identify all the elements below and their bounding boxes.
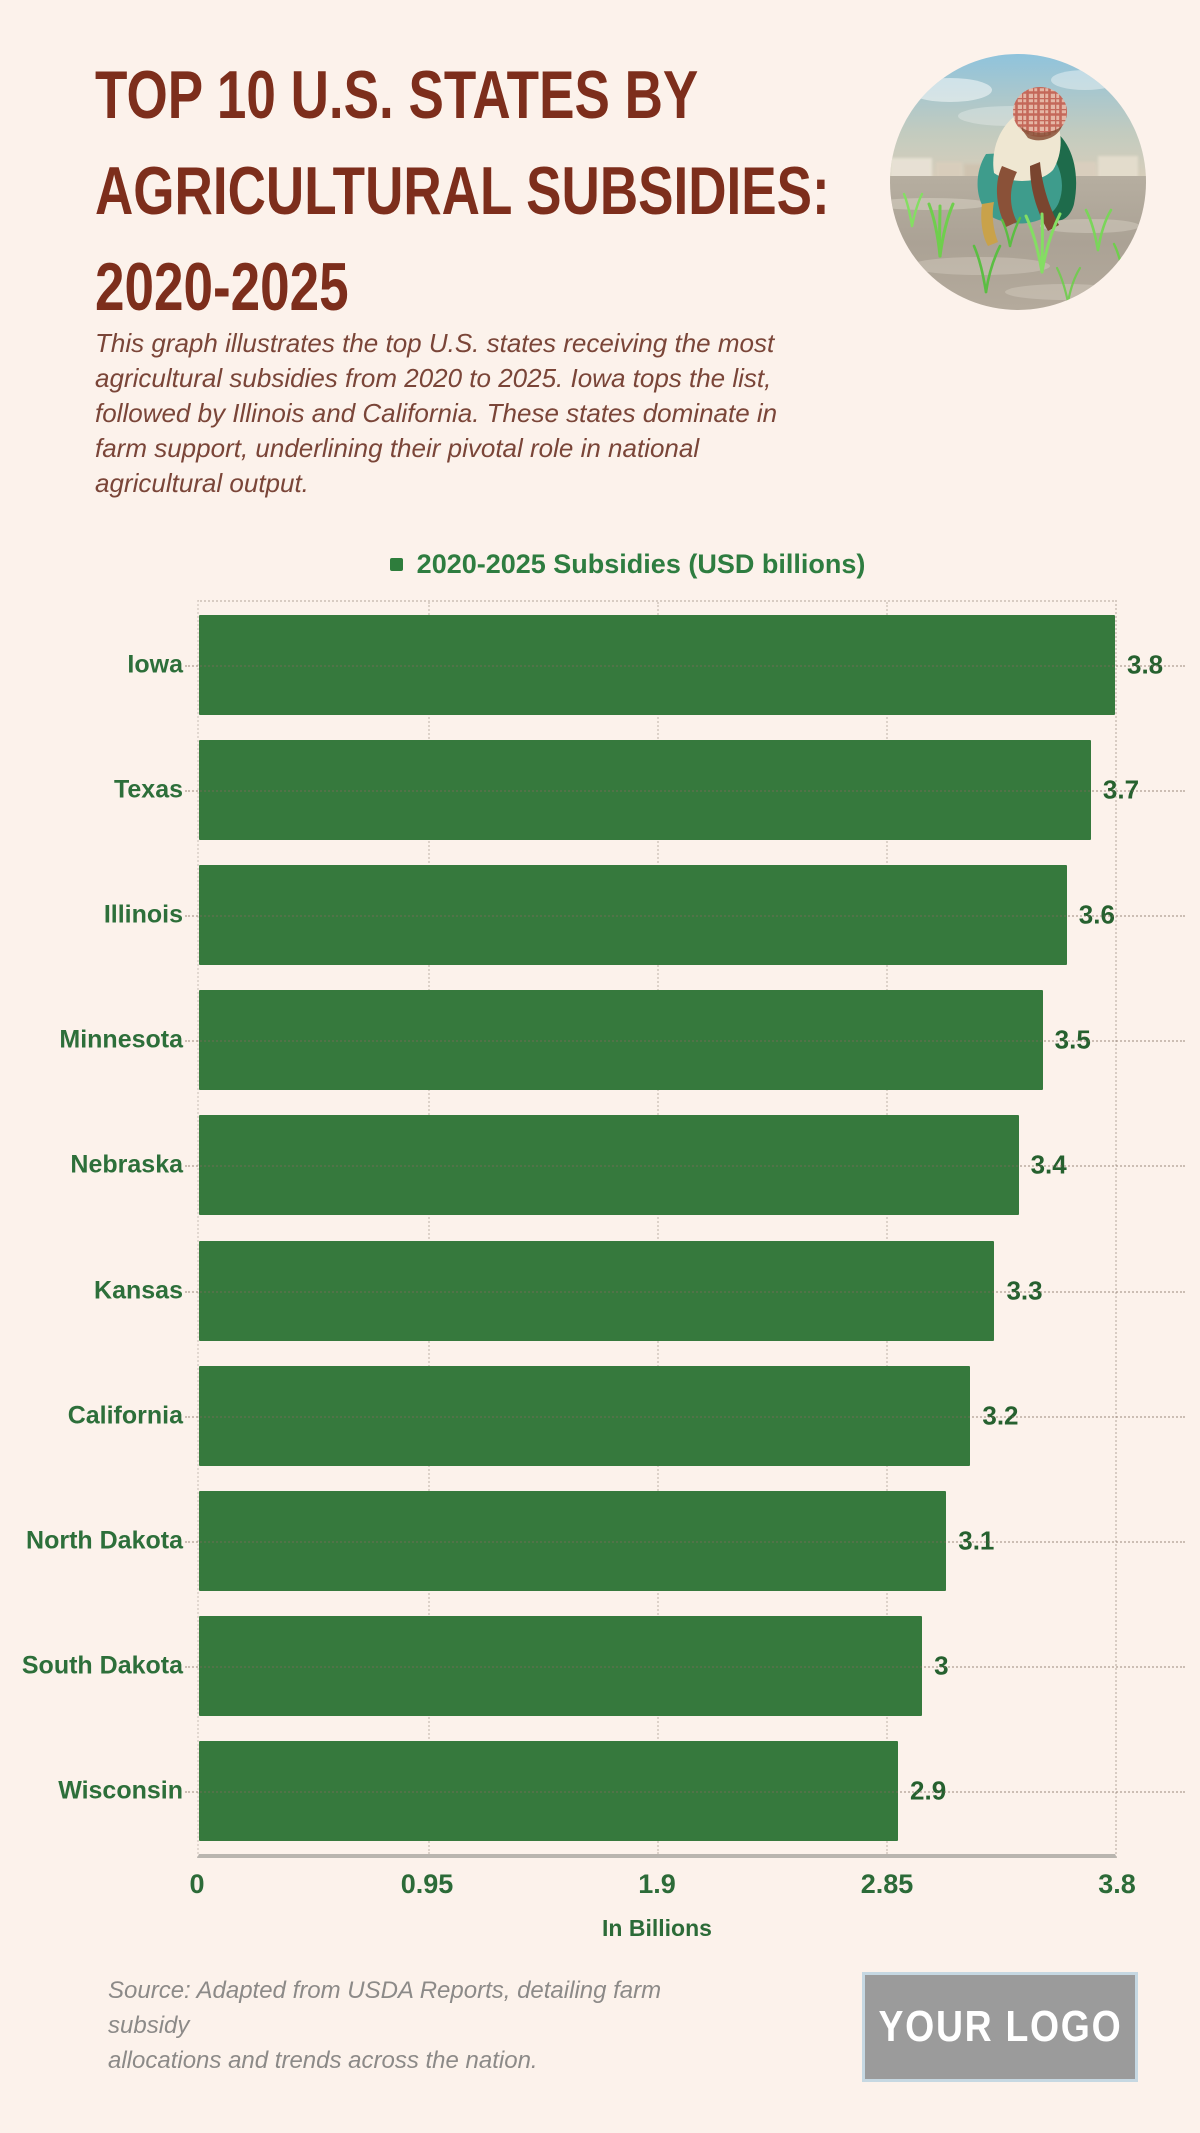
bar-texas: 3.7 <box>199 739 1139 840</box>
x-tick-label: 3.8 <box>1098 1869 1136 1899</box>
bar-row: Wisconsin 2.9 <box>58 1729 1185 1854</box>
value-label: 3.5 <box>1054 1024 1091 1055</box>
page-title: TOP 10 U.S. STATES BY AGRICULTURAL SUBSI… <box>95 57 830 325</box>
bar-row: Texas 3.7 <box>114 727 1185 852</box>
bar-north-dakota: 3.1 <box>199 1491 994 1592</box>
vertical-gridline <box>886 602 888 1854</box>
bar-minnesota: 3.5 <box>199 990 1091 1091</box>
category-label: Iowa <box>127 650 183 679</box>
horizontal-gridline <box>185 789 1185 792</box>
bar-row: North Dakota 3.1 <box>26 1478 1185 1603</box>
value-label: 3 <box>934 1650 949 1681</box>
category-label: Illinois <box>103 900 183 929</box>
farmer-photo <box>890 54 1146 310</box>
x-tick-label: 2.85 <box>860 1869 914 1899</box>
farmer-figure <box>977 87 1077 246</box>
value-label: 3.4 <box>1030 1149 1067 1180</box>
category-label: California <box>67 1401 183 1430</box>
value-label: 3.1 <box>958 1525 995 1556</box>
bar-row: Illinois 3.6 <box>104 852 1185 977</box>
horizontal-gridline <box>185 1290 1185 1293</box>
bar-row: Minnesota 3.5 <box>59 978 1185 1103</box>
bar-wisconsin: 2.9 <box>199 1741 946 1842</box>
category-label: Texas <box>113 775 183 804</box>
x-axis-tick-labels: 0 0.95 1.9 2.85 3.8 <box>189 1869 1135 1899</box>
farmer-photo-illustration <box>890 54 1146 310</box>
horizontal-gridline <box>185 915 1185 917</box>
category-label: North Dakota <box>26 1526 183 1555</box>
bar-chart-plot-area: Iowa 3.8 Texas 3.7 Illinois 3.6 Minnesota 3.5 Ne… <box>22 600 1185 1858</box>
chart-legend: 2020-2025 Subsidies (USD billions) <box>95 549 1160 580</box>
vertical-gridline <box>428 602 430 1854</box>
horizontal-gridline <box>185 1666 1185 1669</box>
horizontal-gridline <box>185 1791 1185 1794</box>
logo-text: YOUR LOGO <box>878 2002 1122 2051</box>
category-label: Nebraska <box>70 1150 183 1179</box>
value-label: 3.8 <box>1127 649 1164 680</box>
category-label: Wisconsin <box>58 1776 183 1805</box>
bar-row: South Dakota 3 <box>22 1604 1185 1729</box>
horizontal-gridline <box>185 664 1185 667</box>
x-tick-label: 0.95 <box>400 1869 454 1899</box>
bar-south-dakota: 3 <box>199 1616 949 1717</box>
value-label: 3.6 <box>1078 899 1115 930</box>
chart-description: This graph illustrates the top U.S. stat… <box>95 328 778 499</box>
value-label: 3.2 <box>982 1400 1019 1431</box>
x-tick-label: 1.9 <box>638 1869 676 1899</box>
value-label: 3.7 <box>1102 774 1140 805</box>
horizontal-gridline <box>185 1541 1185 1544</box>
bar-iowa: 3.8 <box>199 614 1163 715</box>
bar-california: 3.2 <box>199 1365 1019 1466</box>
bar-row: Kansas 3.3 <box>94 1228 1185 1353</box>
value-label: 2.9 <box>910 1775 947 1806</box>
bar-illinois: 3.6 <box>199 865 1115 965</box>
vertical-gridline <box>657 602 659 1854</box>
logo-placeholder: YOUR LOGO <box>862 1972 1138 2082</box>
x-tick-label: 0 <box>189 1869 205 1899</box>
bar-row: Nebraska 3.4 <box>70 1103 1185 1228</box>
value-label: 3.3 <box>1006 1275 1043 1306</box>
bar-kansas: 3.3 <box>199 1240 1043 1341</box>
x-axis-title: In Billions <box>602 1915 712 1941</box>
legend-label: 2020-2025 Subsidies (USD billions) <box>416 549 866 579</box>
bar-nebraska: 3.4 <box>199 1115 1067 1216</box>
legend-swatch-icon <box>389 558 403 571</box>
bar-row: Iowa 3.8 <box>127 602 1185 727</box>
category-label: Minnesota <box>59 1025 183 1054</box>
source-note: Source: Adapted from USDA Reports, detai… <box>108 1977 662 2074</box>
horizontal-gridline <box>185 1415 1185 1418</box>
horizontal-gridline <box>185 1040 1185 1043</box>
horizontal-gridline <box>185 1165 1185 1168</box>
category-label: South Dakota <box>21 1651 183 1680</box>
category-label: Kansas <box>94 1276 183 1305</box>
bar-row: California 3.2 <box>68 1353 1185 1478</box>
